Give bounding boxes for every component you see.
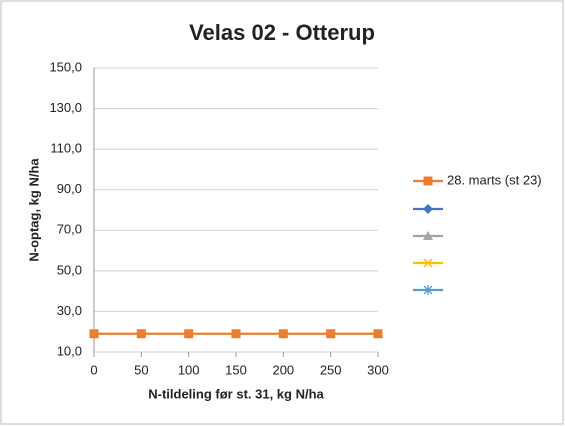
legend-marker — [423, 285, 433, 295]
x-tick-label: 300 — [367, 362, 389, 377]
point — [326, 329, 336, 339]
y-tick-label: 50,0 — [57, 262, 82, 277]
y-tick-label: 130,0 — [49, 100, 82, 115]
y-tick-label: 10,0 — [57, 343, 82, 358]
chart-title: Velas 02 - Otterup — [189, 20, 375, 45]
point — [278, 329, 288, 339]
legend-marker — [423, 231, 433, 240]
legend-marker — [423, 204, 433, 214]
legend-marker — [423, 176, 433, 186]
legend-label: 28. marts (st 23) — [447, 172, 542, 187]
point — [184, 329, 194, 339]
y-tick-label: 70,0 — [57, 222, 82, 237]
x-tick-label: 250 — [320, 362, 342, 377]
point — [373, 329, 383, 339]
y-tick-label: 30,0 — [57, 303, 82, 318]
y-tick-label: 90,0 — [57, 181, 82, 196]
x-tick-label: 200 — [272, 362, 294, 377]
point — [136, 329, 146, 339]
point — [231, 329, 241, 339]
y-tick-label: 110,0 — [50, 141, 82, 156]
point — [89, 329, 99, 339]
x-tick-label: 0 — [90, 362, 97, 377]
y-axis-label: N-optag, kg N/ha — [26, 158, 41, 262]
x-tick-label: 50 — [134, 362, 148, 377]
x-tick-label: 150 — [225, 362, 247, 377]
legend-marker — [423, 258, 433, 268]
x-axis-label: N-tildeling før st. 31, kg N/ha — [148, 386, 324, 401]
y-tick-label: 150,0 — [49, 59, 82, 74]
x-tick-label: 100 — [178, 362, 200, 377]
